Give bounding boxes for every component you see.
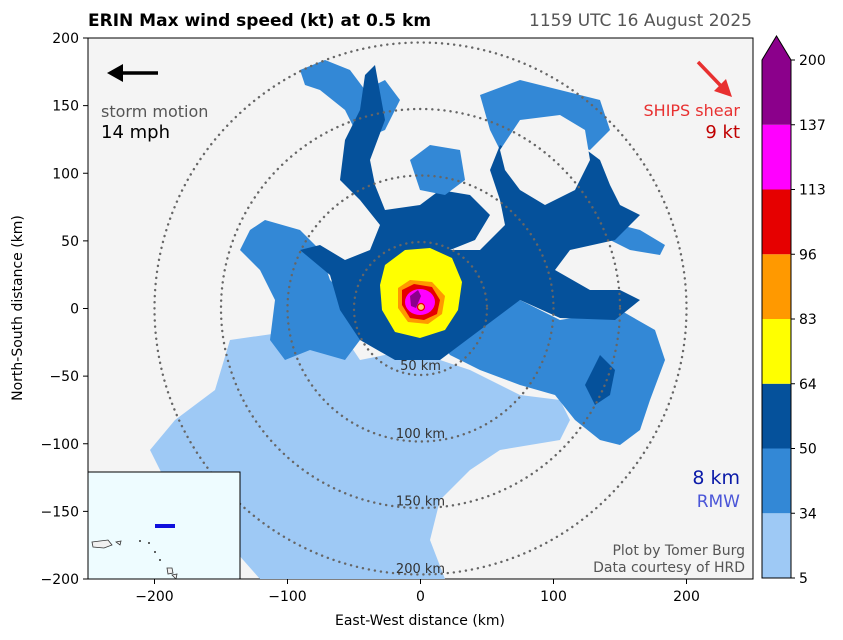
range-ring [286,174,555,443]
storm-motion: storm motion 14 mph [101,64,208,143]
colorbar-tick-label: 137 [799,118,826,134]
colorbar-tick-label: 34 [799,506,817,522]
y-tick-label: 100 [52,166,79,182]
colorbar-band [762,254,791,319]
inset-island [154,551,156,553]
shear-value: 9 kt [705,122,740,143]
shear-arrow-icon [696,60,723,88]
colorbar-outline [761,35,792,579]
wind-field-5-34 [150,330,570,579]
colorbar-tick-label: 96 [799,247,817,263]
colorbar-band [762,513,791,578]
x-tick-label: 100 [540,589,567,605]
range-ring [352,240,489,377]
wind-field-50-64 [585,355,615,405]
colorbar-tick-label: 5 [799,571,808,587]
colorbar-tick-label: 200 [799,53,826,69]
y-tick-label: 50 [61,234,79,250]
y-axis: 200 150 100 50 0 −50 −100 −150 −200 [41,31,88,588]
colorbar-tick-label: 113 [799,183,826,199]
range-ring-label: 50 km [400,359,441,374]
y-axis-label: North-South distance (km) [10,215,26,401]
shear-label: SHIPS shear [644,101,741,120]
wind-field-34-50 [430,300,665,445]
locator-inset-map [87,471,241,580]
x-axis: −200 −100 0 100 200 [135,579,700,605]
x-tick-label: 200 [673,589,700,605]
rmw-value: 8 km [692,467,740,489]
inset-island [139,540,141,542]
shear-arrowhead-icon [714,79,732,97]
inset-island [171,573,178,580]
wind-field-gap [410,145,465,195]
wind-field-113-137 [405,289,435,315]
x-tick-label: −100 [268,589,306,605]
storm-motion-speed: 14 mph [101,122,170,143]
colorbar-tick-label: 50 [799,442,817,458]
colorbar-tick-label: 64 [799,377,817,393]
inset-island [115,540,122,546]
colorbar-band [762,189,791,255]
colorbar-band [762,383,791,449]
range-ring-label: 100 km [396,427,445,442]
timestamp: 1159 UTC 16 August 2025 [529,11,752,31]
range-ring-label: 150 km [396,494,445,509]
wind-field-34-50 [240,220,360,360]
y-tick-label: 200 [52,31,79,47]
inset-island [159,559,161,561]
storm-motion-arrowhead-icon [107,64,123,82]
chart-title: ERIN Max wind speed (kt) at 0.5 km [88,11,431,31]
ships-shear: SHIPS shear 9 kt [644,60,741,143]
y-tick-label: −50 [49,369,79,385]
inset-island [148,542,150,544]
colorbar-extend-triangle [762,36,791,60]
x-tick-label: −200 [135,589,173,605]
y-tick-label: 0 [70,302,79,318]
colorbar-band [762,448,791,514]
plot-area: 50 km 100 km 150 km 200 km storm motion 14 … [87,37,754,580]
range-rings [153,41,688,576]
x-axis-label: East-West distance (km) [335,613,505,629]
wind-field-gap [500,115,590,205]
colorbar-band [762,319,791,384]
x-tick-label: 0 [416,589,425,605]
rmw: 8 km RMW [692,467,740,512]
colorbar: 200 137 113 96 83 64 50 34 5 [761,35,826,587]
storm-motion-label: storm motion [101,102,208,121]
y-tick-label: −200 [41,572,79,588]
inset-island [166,567,174,575]
wind-field-5-34 [290,560,380,579]
credit-author: Plot by Tomer Burg [612,543,745,559]
inset-island-puerto-rico [91,539,113,549]
wind-field-137-200 [410,290,421,308]
y-tick-label: −100 [41,437,79,453]
colorbar-band [762,60,791,125]
rmw-label: RMW [697,492,740,512]
y-tick-label: 150 [52,99,79,115]
wind-field [150,60,665,579]
range-ring [153,41,688,576]
y-tick-label: −150 [41,504,79,520]
range-ring-labels: 50 km 100 km 150 km 200 km [396,359,445,577]
colorbar-tick-label: 83 [799,312,817,328]
storm-eye [416,302,426,312]
credit-data: Data courtesy of HRD [593,560,745,576]
range-ring-label: 200 km [396,562,445,577]
range-ring [219,107,622,510]
colorbar-band [762,124,791,190]
